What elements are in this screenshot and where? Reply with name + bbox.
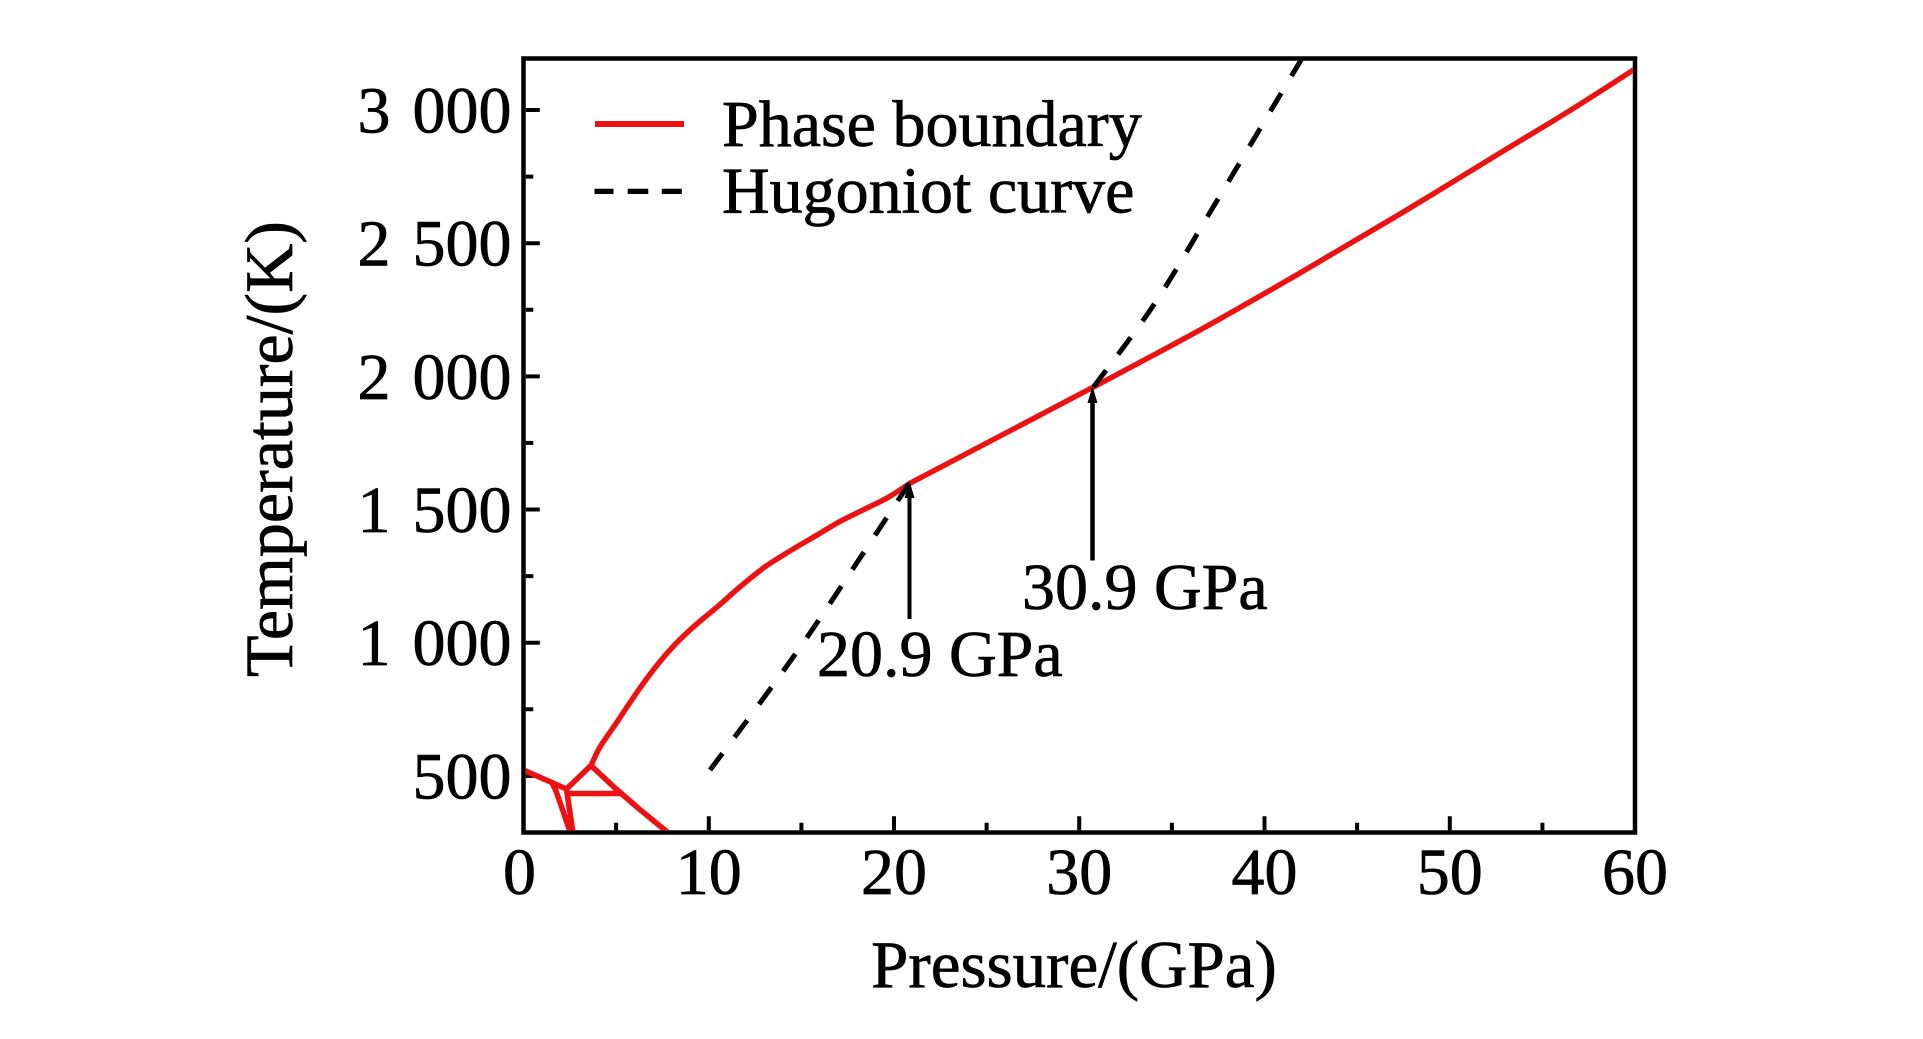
svg-text:Temperature/(K): Temperature/(K)	[231, 221, 307, 677]
svg-text:50: 50	[1417, 836, 1483, 909]
svg-text:40: 40	[1232, 836, 1298, 909]
svg-text:30.9 GPa: 30.9 GPa	[1022, 551, 1268, 624]
svg-text:30: 30	[1046, 836, 1112, 909]
svg-text:Pressure/(GPa): Pressure/(GPa)	[871, 928, 1277, 1002]
svg-text:Hugoniot curve: Hugoniot curve	[722, 155, 1134, 228]
svg-text:60: 60	[1602, 836, 1668, 909]
svg-text:0: 0	[503, 836, 536, 909]
svg-text:20: 20	[861, 836, 927, 909]
svg-text:20.9 GPa: 20.9 GPa	[817, 618, 1063, 691]
svg-text:500: 500	[413, 740, 512, 813]
svg-text:10: 10	[676, 836, 742, 909]
svg-text:Phase boundary: Phase boundary	[722, 88, 1142, 161]
